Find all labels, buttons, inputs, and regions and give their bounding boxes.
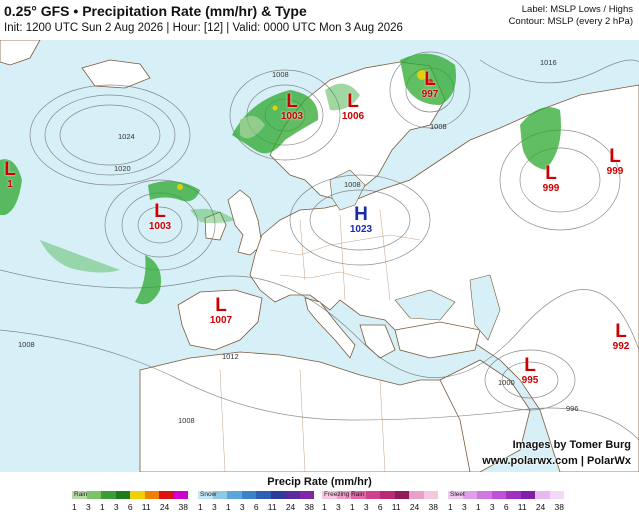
- isobar-label: 1008: [430, 122, 447, 131]
- high-pressure-center: H 1023: [349, 204, 373, 235]
- low-pressure-center: L 1007: [209, 295, 233, 326]
- low-pressure-center: L 997: [421, 69, 439, 100]
- precip-heavy: [177, 70, 433, 190]
- legend-bar-snow: [198, 491, 314, 499]
- isobar-label: 996: [566, 404, 579, 413]
- low-pressure-center: L 1: [4, 159, 16, 190]
- header: 0.25° GFS • Precipitation Rate (mm/hr) &…: [0, 0, 639, 40]
- legend-freezing-rain-ticks: 1 3 1 3 6 11 24 38: [322, 502, 438, 512]
- legend-snow-label: Snow: [200, 491, 217, 498]
- legend: Precip Rate (mm/hr) Rain 1 3 1 3 6 11 24 38 Sno…: [0, 472, 639, 522]
- low-pressure-center: L 995: [521, 355, 539, 386]
- legend-snow-ticks: 1 3 1 3 6 11 24 38: [198, 502, 314, 512]
- isobar-label: 1008: [344, 180, 361, 189]
- precip-layer: [0, 53, 561, 305]
- legend-bar-sleet: [448, 491, 564, 499]
- legend-freezing-rain-label: Freezing Rain: [324, 491, 365, 498]
- legend-bar-freezing-rain: [322, 491, 438, 499]
- legend-rain-ticks: 1 3 1 3 6 11 24 38: [72, 502, 188, 512]
- low-pressure-center: L 999: [542, 163, 560, 194]
- isobar-label: 1008: [18, 340, 35, 349]
- map-subtitle: Init: 1200 UTC Sun 2 Aug 2026 | Hour: [1…: [4, 22, 403, 34]
- isobar-label: 1020: [114, 164, 131, 173]
- credit-website[interactable]: www.polarwx.com | PolarWx: [482, 455, 631, 467]
- low-pressure-center: L 1006: [341, 91, 365, 122]
- low-pressure-center: L 992: [612, 321, 630, 352]
- legend-bar-rain: [72, 491, 188, 499]
- map-title: 0.25° GFS • Precipitation Rate (mm/hr) &…: [4, 3, 307, 19]
- weather-map[interactable]: L 1003 L 1006 L 997 L 1003 L 999 L 999 H…: [0, 40, 639, 472]
- isobar-label: 1000: [498, 378, 515, 387]
- map-canvas: [0, 40, 639, 472]
- isobar-label: 1008: [178, 416, 195, 425]
- low-pressure-center: L 1003: [280, 91, 304, 122]
- isobar-label: 1024: [118, 132, 135, 141]
- low-pressure-center: L 1003: [148, 201, 172, 232]
- credit-author: Images by Tomer Burg: [512, 439, 631, 451]
- low-pressure-center: L 999: [606, 146, 624, 177]
- isobar-label: 1012: [222, 352, 239, 361]
- land-layer: [0, 40, 639, 472]
- legend-sleet-ticks: 1 3 1 3 6 11 24 38: [448, 502, 564, 512]
- label-note: Label: MSLP Lows / Highs: [521, 4, 633, 15]
- isobar-label: 1016: [540, 58, 557, 67]
- isobar-label: 1008: [272, 70, 289, 79]
- legend-sleet-label: Sleet: [450, 491, 465, 498]
- legend-title: Precip Rate (mm/hr): [267, 476, 372, 488]
- contour-note: Contour: MSLP (every 2 hPa): [508, 16, 633, 27]
- legend-rain-label: Rain: [74, 491, 88, 498]
